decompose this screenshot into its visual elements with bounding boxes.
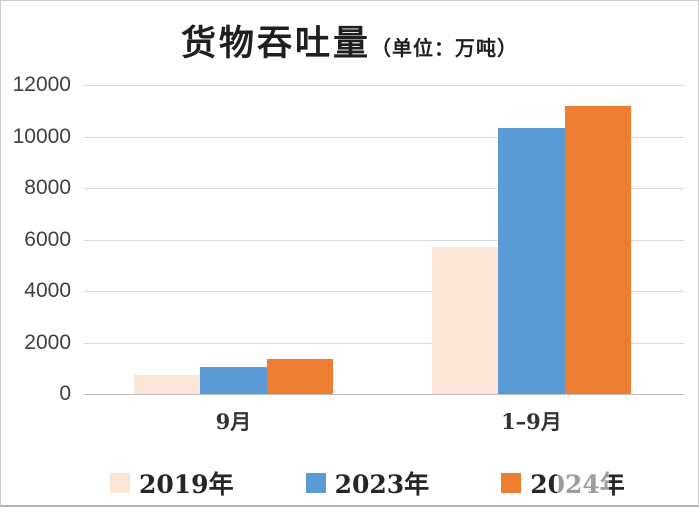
chart-title: 货物吞吐量（单位：万吨） xyxy=(1,15,698,66)
x-axis-label: 1–9月 xyxy=(501,409,562,434)
bar-2023年-1–9月 xyxy=(498,127,565,394)
gridline xyxy=(84,136,684,138)
x-axis-label: 9月 xyxy=(215,409,252,434)
bar-2019年-9月 xyxy=(134,374,201,394)
gridline xyxy=(84,291,684,292)
gridline xyxy=(84,85,684,86)
gridline xyxy=(84,188,684,189)
x-axis-line xyxy=(84,394,684,395)
bar-2024年-1–9月 xyxy=(564,105,631,394)
plot-area: 0 2000 4000 6000 8000 10000 12000 9月 1–9月 xyxy=(13,73,684,434)
bar-2024年-9月 xyxy=(266,359,333,394)
legend-label: 2023年 xyxy=(334,470,430,499)
legend-label: 2019年 xyxy=(139,470,234,499)
bar-2023年-9月 xyxy=(200,366,267,394)
bar-2019年-1–9月 xyxy=(432,247,499,394)
legend-item: 2019年 xyxy=(110,465,234,501)
legend-swatch-icon xyxy=(110,473,130,493)
y-axis-tick-label: 2000 xyxy=(24,330,71,354)
gridline xyxy=(84,239,684,241)
y-axis-tick-label: 12000 xyxy=(12,73,71,96)
y-axis-tick-label: 0 xyxy=(59,382,71,405)
legend-swatch-icon xyxy=(305,473,326,493)
legend-label: 2024年 xyxy=(530,470,625,499)
legend-item: 2023年 xyxy=(305,465,430,501)
gridline xyxy=(84,342,684,344)
chart-title-main: 货物吞吐量 xyxy=(180,23,371,64)
y-axis-tick-label: 10000 xyxy=(12,124,71,148)
legend-swatch-icon xyxy=(501,473,522,493)
legend: 2019年 2023年 2024年 xyxy=(110,465,625,501)
y-axis-tick-label: 4000 xyxy=(24,279,71,302)
y-axis-tick-label: 8000 xyxy=(24,176,71,199)
y-axis-tick-label: 6000 xyxy=(24,227,71,251)
legend-item: 2024年 xyxy=(501,465,625,501)
chart-title-unit: （单位：万吨） xyxy=(371,36,518,60)
